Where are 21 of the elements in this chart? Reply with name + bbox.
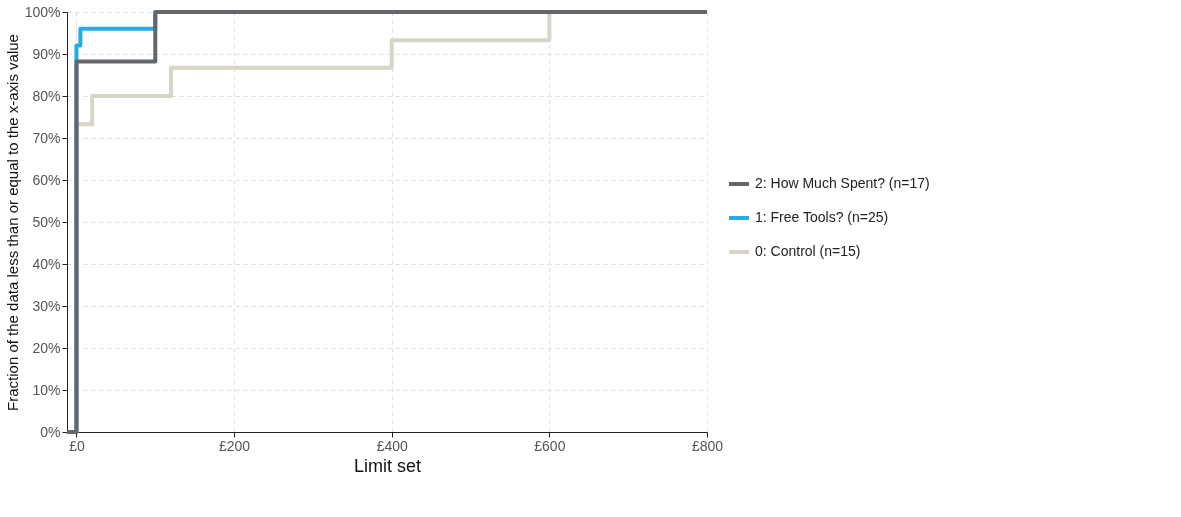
y-axis-title: Fraction of the data less than or equal to the x-axis value <box>3 34 21 411</box>
x-axis-title: Limit set <box>353 455 422 476</box>
x-tick-label: £800 <box>691 437 724 454</box>
y-tick-label: 50% <box>32 213 61 230</box>
y-tick-label: 100% <box>24 3 61 20</box>
x-tick-label: £0 <box>69 437 85 454</box>
y-tick-label: 40% <box>32 255 61 272</box>
y-tick-label: 30% <box>32 297 61 314</box>
legend-label: 1: Free Tools? (n=25) <box>755 209 889 225</box>
y-tick-label: 90% <box>32 45 61 62</box>
y-tick-label: 20% <box>32 339 61 356</box>
legend-label: 2: How Much Spent? (n=17) <box>755 175 930 191</box>
x-tick-label: £400 <box>376 437 409 454</box>
x-tick-label: £200 <box>219 437 251 454</box>
x-tick-label: £600 <box>534 437 566 454</box>
y-tick-label: 60% <box>32 171 61 188</box>
y-tick-label: 10% <box>32 381 61 398</box>
legend-label: 0: Control (n=15) <box>755 243 861 259</box>
y-tick-label: 70% <box>32 129 61 146</box>
y-tick-label: 80% <box>32 87 61 104</box>
y-tick-label: 0% <box>40 423 61 440</box>
